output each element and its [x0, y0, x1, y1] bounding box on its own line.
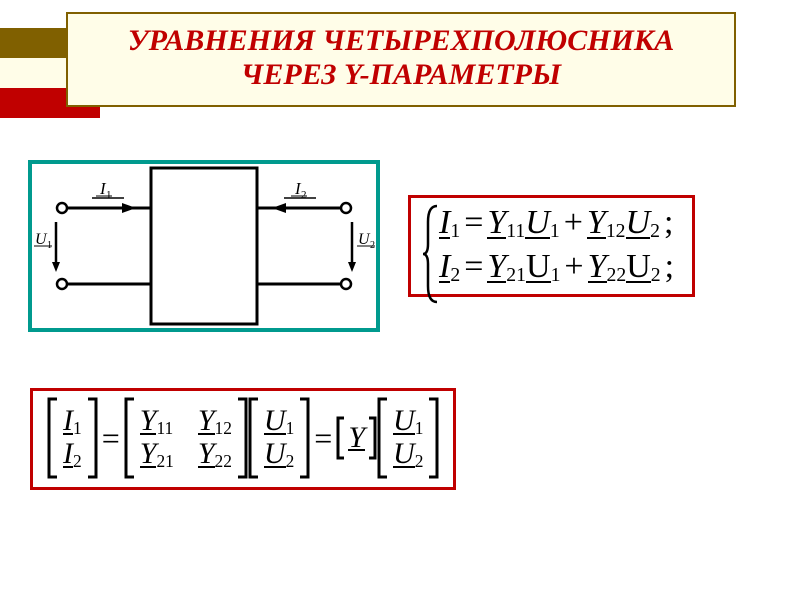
bracket-right-icon — [427, 397, 439, 479]
bracket-left-icon — [248, 397, 260, 479]
equation-line-2: I2 = Y21 U1 + Y22 U2 ; — [439, 248, 678, 286]
y-param-equations: I1 = Y11 U1 + Y12 U2 ; I2 = Y21 U1 + Y22… — [408, 195, 695, 297]
two-port-diagram: I 1 I 2 U 1 U 2 — [28, 160, 380, 332]
bracket-right-icon — [86, 397, 98, 479]
svg-text:1: 1 — [106, 189, 112, 201]
brace-icon — [423, 204, 439, 304]
bracket-right-icon — [236, 397, 248, 479]
bracket-left-icon — [336, 416, 346, 460]
bracket-right-icon — [367, 416, 377, 460]
slide-content: I 1 I 2 U 1 U 2 I1 = — [0, 160, 800, 490]
bracket-left-icon — [124, 397, 136, 479]
two-port-svg: I 1 I 2 U 1 U 2 — [32, 164, 376, 328]
bracket-left-icon — [47, 397, 59, 479]
bracket-right-icon — [298, 397, 310, 479]
bracket-left-icon — [377, 397, 389, 479]
svg-text:2: 2 — [301, 189, 307, 201]
equation-line-1: I1 = Y11 U1 + Y12 U2 ; — [439, 204, 678, 242]
y-param-matrix-form: I1 I2 = Y11 Y12 Y21 Y22 U1 U2 = — [30, 388, 456, 490]
slide-title: УРАВНЕНИЯ ЧЕТЫРЕХПОЛЮСНИКА ЧЕРЕЗ Y-ПАРАМ… — [66, 12, 736, 107]
